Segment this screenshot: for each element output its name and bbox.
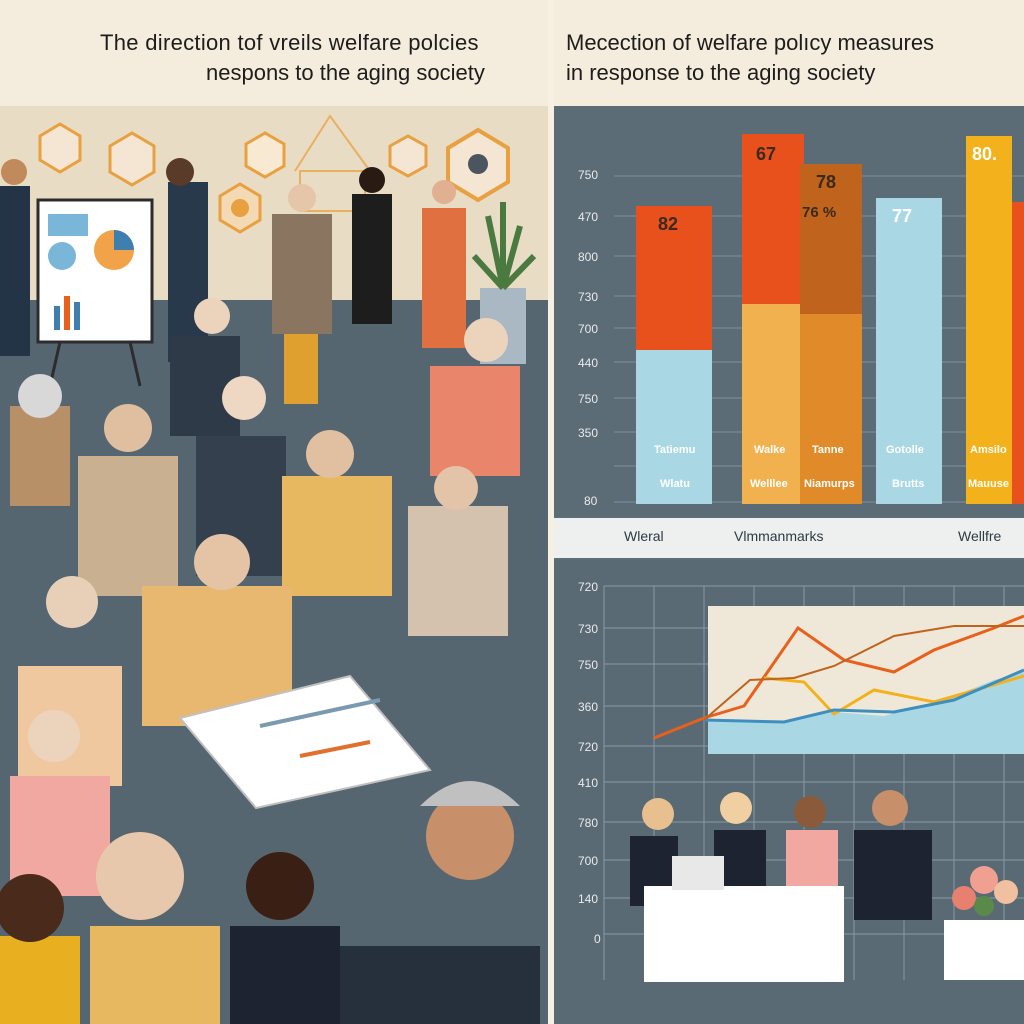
bar-5-value: 80. xyxy=(972,144,998,164)
line-y-tick: 750 xyxy=(578,658,599,672)
foreground-people xyxy=(0,781,540,1024)
bar-y-tick: 470 xyxy=(578,210,599,224)
right-header: Mecection of welfare polıcy measures in … xyxy=(554,0,1024,106)
line-chart-grid xyxy=(603,585,1024,980)
category-label: Vlmmanmarks xyxy=(734,528,824,544)
left-title-line-1: The direction tof vreils welfare polcies xyxy=(100,30,479,55)
line-y-tick: 720 xyxy=(578,740,599,754)
line-series-gold xyxy=(763,674,1024,716)
bar-3-value-percent: 76 % xyxy=(802,204,837,221)
right-title-line-2: in response to the aging society xyxy=(566,60,876,85)
line-y-tick: 730 xyxy=(578,622,599,636)
bar-y-tick: 440 xyxy=(578,356,599,370)
left-title-line-2: nespons to the aging society xyxy=(206,60,485,85)
bar-y-tick: 730 xyxy=(578,290,599,304)
bar-3-value: 78 xyxy=(816,172,837,192)
bar-2-value: 67 xyxy=(756,144,777,164)
bar-y-tick: 350 xyxy=(578,426,599,440)
standing-people xyxy=(0,158,466,404)
category-label: Wellfre xyxy=(958,528,1002,544)
bar-3-bottom xyxy=(800,314,862,504)
bar-y-tick: 750 xyxy=(578,392,599,406)
bar-1-bottom xyxy=(636,350,712,504)
bar-y-tick: 700 xyxy=(578,322,599,336)
clipboard-document xyxy=(178,674,432,810)
bar-y-tick: 800 xyxy=(578,250,599,264)
left-header: The direction tof vreils welfare polcies… xyxy=(0,0,548,106)
meeting-scene xyxy=(630,790,1024,982)
bar-3-top xyxy=(800,164,862,314)
bar-2-label-top: Walke xyxy=(754,444,786,456)
bar-5-label-top: Amsilo xyxy=(970,444,1007,456)
bar-3-label-top: Tanne xyxy=(812,444,844,456)
bar-4-label-top: Gotolle xyxy=(886,444,924,456)
bar-1-value: 82 xyxy=(658,214,679,234)
bar-4-value: 77 xyxy=(892,206,913,226)
line-y-tick: 0 xyxy=(594,932,601,946)
bar-2-top xyxy=(742,134,804,304)
bar-4-label-bottom: Brutts xyxy=(892,478,925,490)
bar-2-label-bottom: Welllee xyxy=(750,478,788,490)
bar-1-top xyxy=(636,206,712,350)
bar-5-label-bottom: Mauuse xyxy=(968,478,1009,490)
bar-6-partial xyxy=(1012,202,1024,504)
bar-4 xyxy=(876,198,942,504)
bar-y-tick: 80 xyxy=(584,494,598,508)
line-y-tick: 720 xyxy=(578,580,599,594)
category-strip: Wleral Vlmmanmarks Wellfre xyxy=(554,518,1024,558)
left-illustration xyxy=(0,114,540,1024)
panel-divider xyxy=(548,0,554,1024)
line-y-tick: 360 xyxy=(578,700,599,714)
bar-y-tick: 750 xyxy=(578,168,599,182)
bar-chart: 750 470 800 730 700 440 750 350 80 82 Ta… xyxy=(554,106,1024,516)
bar-3-label-bottom: Niamurps xyxy=(804,478,855,490)
line-y-tick: 780 xyxy=(578,816,599,830)
line-series-dark-orange xyxy=(703,625,1024,721)
line-y-tick: 700 xyxy=(578,854,599,868)
right-panel: Mecection of welfare polıcy measures in … xyxy=(554,0,1024,1024)
category-label: Wleral xyxy=(624,528,664,544)
bar-2-bottom xyxy=(742,304,804,504)
bar-1-label-bottom: Wlatu xyxy=(660,478,690,490)
bar-5 xyxy=(966,136,1012,504)
presentation-board xyxy=(36,198,154,387)
right-title-line-1: Mecection of welfare polıcy measures xyxy=(566,30,935,55)
line-chart: 720 730 750 360 720 410 780 700 140 0 xyxy=(554,560,1024,1024)
line-y-tick: 140 xyxy=(578,892,599,906)
seated-people xyxy=(10,298,520,896)
bar-1-label-top: Tatiemu xyxy=(654,444,696,456)
line-series-blue xyxy=(703,668,1024,724)
line-area-fill xyxy=(708,672,1024,754)
line-y-tick: 410 xyxy=(578,776,599,790)
left-panel: The direction tof vreils welfare polcies… xyxy=(0,0,548,1024)
